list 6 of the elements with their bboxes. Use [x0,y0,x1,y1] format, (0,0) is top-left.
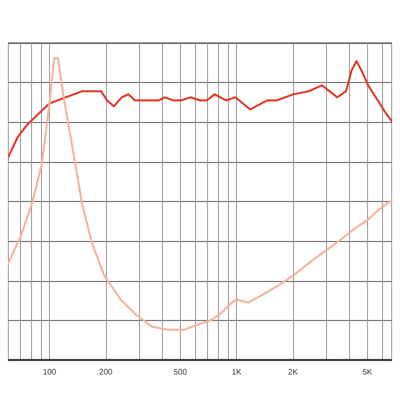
x-tick-label: 100 [42,368,57,376]
x-tick-label: 500 [174,368,188,376]
x-tick-label: 200 [99,368,114,376]
x-tick-label: 1K [232,368,242,376]
x-tick-label: 2K [288,368,298,376]
x-tick-label: 5K [362,368,373,376]
